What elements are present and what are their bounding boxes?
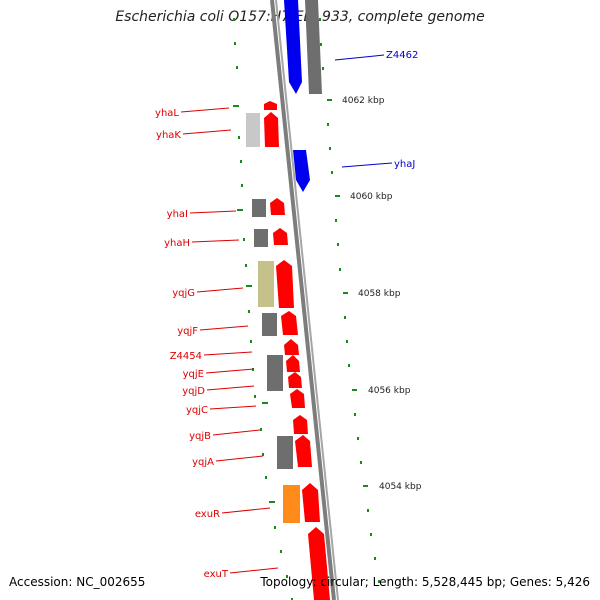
gene-label-yhai: yhaI [167,209,188,220]
gene-z4454[interactable] [284,339,299,355]
gene-yqjc[interactable] [290,389,305,408]
gene-yqjd[interactable] [288,372,302,388]
scale-label-4058: 4058 kbp [358,289,401,299]
gene-label-yhah: yhaH [164,238,190,249]
gene-label-yqja: yqjA [192,457,214,468]
gene-yhak[interactable] [246,112,279,147]
gene-label-yqjc: yqjC [186,405,208,416]
scale-labels: 4062 kbp 4060 kbp 4058 kbp 4056 kbp 4054… [342,96,422,492]
gene-label-yhaj: yhaJ [394,159,415,170]
gene-label-yqje: yqjE [183,369,204,380]
gene-label-yqjg: yqjG [172,288,195,299]
gene-exut[interactable] [308,527,330,600]
gene-yqjf[interactable] [262,311,298,336]
gene-yqja[interactable] [277,435,312,469]
gene-label-z4454: Z4454 [170,351,202,362]
gene-labels: Z4462 yhaJ yhaL yhaK yhaI yhaH yqjG yqjF… [155,50,418,580]
inner-ring [233,18,293,600]
gene-label-yhal: yhaL [155,108,179,119]
gene-yhaj[interactable] [293,150,310,192]
gene-yhal[interactable] [264,101,277,110]
gene-label-z4462: Z4462 [386,50,418,61]
scale-label-4054: 4054 kbp [379,482,422,492]
gene-yqjg[interactable] [258,260,294,308]
gene-exur[interactable] [283,483,320,523]
scale-ring [319,18,380,583]
gene-label-exut: exuT [204,569,229,580]
backbone [270,0,339,600]
scale-label-4060: 4060 kbp [350,192,393,202]
gene-yqje[interactable] [267,355,300,391]
gene-label-yhak: yhaK [156,130,181,141]
gene-yhah[interactable] [254,228,288,247]
gene-yhai[interactable] [252,198,285,217]
gene-label-yqjb: yqjB [189,431,211,442]
accession-text: Accession: NC_002655 [9,575,146,589]
gene-label-yqjd: yqjD [182,386,205,397]
genome-summary-text: Topology: circular; Length: 5,528,445 bp… [260,575,590,589]
scale-label-4056: 4056 kbp [368,386,411,396]
scale-label-4062: 4062 kbp [342,96,385,106]
gene-yqjb[interactable] [293,415,308,434]
gene-label-yqjf: yqjF [177,326,198,337]
label-leaders [180,54,393,574]
map-title: Escherichia coli O157:H7 EDL933, complet… [115,9,485,25]
gene-label-exur: exuR [195,509,220,520]
gene-z4462[interactable] [284,0,322,94]
